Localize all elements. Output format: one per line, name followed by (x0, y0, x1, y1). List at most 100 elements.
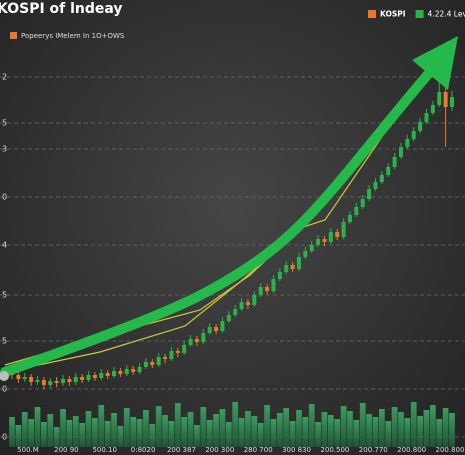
legend-swatch (368, 10, 376, 18)
volume-bar (15, 425, 22, 447)
candle-body (430, 105, 435, 113)
candle-body (226, 315, 231, 321)
candle-body (392, 157, 397, 167)
candle-body (73, 377, 78, 382)
candle-body (182, 345, 187, 353)
subtitle-marker (10, 32, 17, 39)
candle-body (411, 131, 416, 139)
volume-bar (334, 419, 341, 447)
candle-body (398, 147, 403, 157)
volume-bar (340, 406, 347, 447)
volume-panel (9, 402, 455, 447)
x-tick-label: 0:8020 (131, 446, 156, 454)
volume-bar (366, 414, 372, 447)
volume-bar (442, 408, 449, 447)
volume-bar (213, 414, 219, 447)
y-tick-label: 3 (2, 145, 7, 154)
x-tick-label: 200 387 (167, 446, 196, 454)
volume-bar (123, 408, 130, 447)
chart-title: KOSPI of lndeay (0, 1, 123, 17)
volume-bar (9, 417, 15, 447)
volume-bar (187, 412, 194, 447)
axes: 0 0 5 5 4 0 3 5 2 500.M 200 90 500.10 0:8020 200 387 2… (2, 73, 464, 455)
candle-body (386, 167, 391, 175)
candle-body (328, 232, 333, 242)
chart-subtitle: Popeerys IMelem In 1O+OWS (21, 32, 125, 40)
volume-bar (315, 422, 321, 447)
volume-bar (232, 402, 239, 447)
volume-bar (359, 403, 366, 447)
volume-bar (92, 418, 98, 447)
volume-bar (34, 407, 41, 447)
candle-body (188, 339, 193, 345)
volume-bar (28, 419, 34, 447)
candle-body (150, 362, 155, 365)
y-tick-label: 5 (2, 291, 7, 300)
candle-body (35, 380, 40, 382)
volume-bar (449, 413, 455, 447)
trend-arrow (0, 36, 458, 377)
volume-bar (85, 411, 92, 447)
volume-bar (149, 424, 156, 447)
volume-bar (436, 419, 443, 447)
volume-bar (206, 420, 213, 447)
volume-bar (430, 405, 436, 447)
volume-bar (168, 421, 175, 447)
candle-body (341, 222, 346, 237)
volume-bar (404, 418, 411, 447)
volume-bar (302, 417, 309, 447)
candle-body (194, 339, 199, 342)
candle-body (373, 182, 378, 189)
volume-bar (111, 413, 117, 447)
candle-body (418, 122, 423, 131)
legend: KOSPI 4.22.4 Level (368, 10, 465, 19)
legend-label: KOSPI (380, 10, 406, 19)
candle-body (137, 367, 142, 372)
marker-dot (0, 371, 9, 381)
candle-body (437, 92, 442, 105)
volume-bar (391, 407, 398, 447)
volume-bar (276, 413, 283, 447)
volume-bar (347, 411, 353, 447)
candle-body (220, 321, 225, 331)
volume-bar (225, 422, 232, 447)
volume-bar (257, 423, 264, 447)
candle-body (277, 272, 282, 279)
candle-body (124, 369, 129, 374)
candle-body (80, 377, 85, 380)
x-tick-label: 500.10 (92, 446, 117, 454)
legend-label: 4.22.4 Level (428, 10, 465, 19)
candle-body (290, 265, 295, 269)
candle-body (309, 245, 314, 251)
candle-body (41, 380, 46, 385)
candle-body (379, 175, 384, 182)
y-tick-label: 5 (2, 119, 7, 128)
volume-bar (251, 416, 258, 447)
x-tick-label: 200 300 (205, 446, 234, 454)
candle-body (450, 97, 454, 107)
volume-bar (104, 421, 111, 447)
candle-body (207, 327, 212, 333)
candle-body (316, 239, 321, 245)
candle-body (163, 357, 168, 359)
volume-bar (41, 422, 47, 447)
candle-body (271, 279, 276, 291)
volume-bar (72, 416, 79, 447)
volume-bar (162, 415, 168, 447)
candle-body (112, 371, 117, 376)
volume-bar (130, 417, 137, 447)
volume-bar (194, 425, 200, 447)
candle-body (99, 373, 104, 378)
candle-body (92, 375, 97, 378)
y-tick-label: 4 (2, 241, 7, 250)
candle-body (347, 215, 352, 222)
x-tick-label: 200.500 (320, 446, 349, 454)
y-tick-label: 2 (2, 73, 7, 82)
volume-bar (200, 407, 207, 447)
volume-bar (66, 420, 73, 447)
candle-body (405, 139, 410, 147)
volume-bar (219, 409, 226, 447)
candle-body (29, 377, 34, 382)
y-tick-label: 0 (2, 385, 7, 394)
